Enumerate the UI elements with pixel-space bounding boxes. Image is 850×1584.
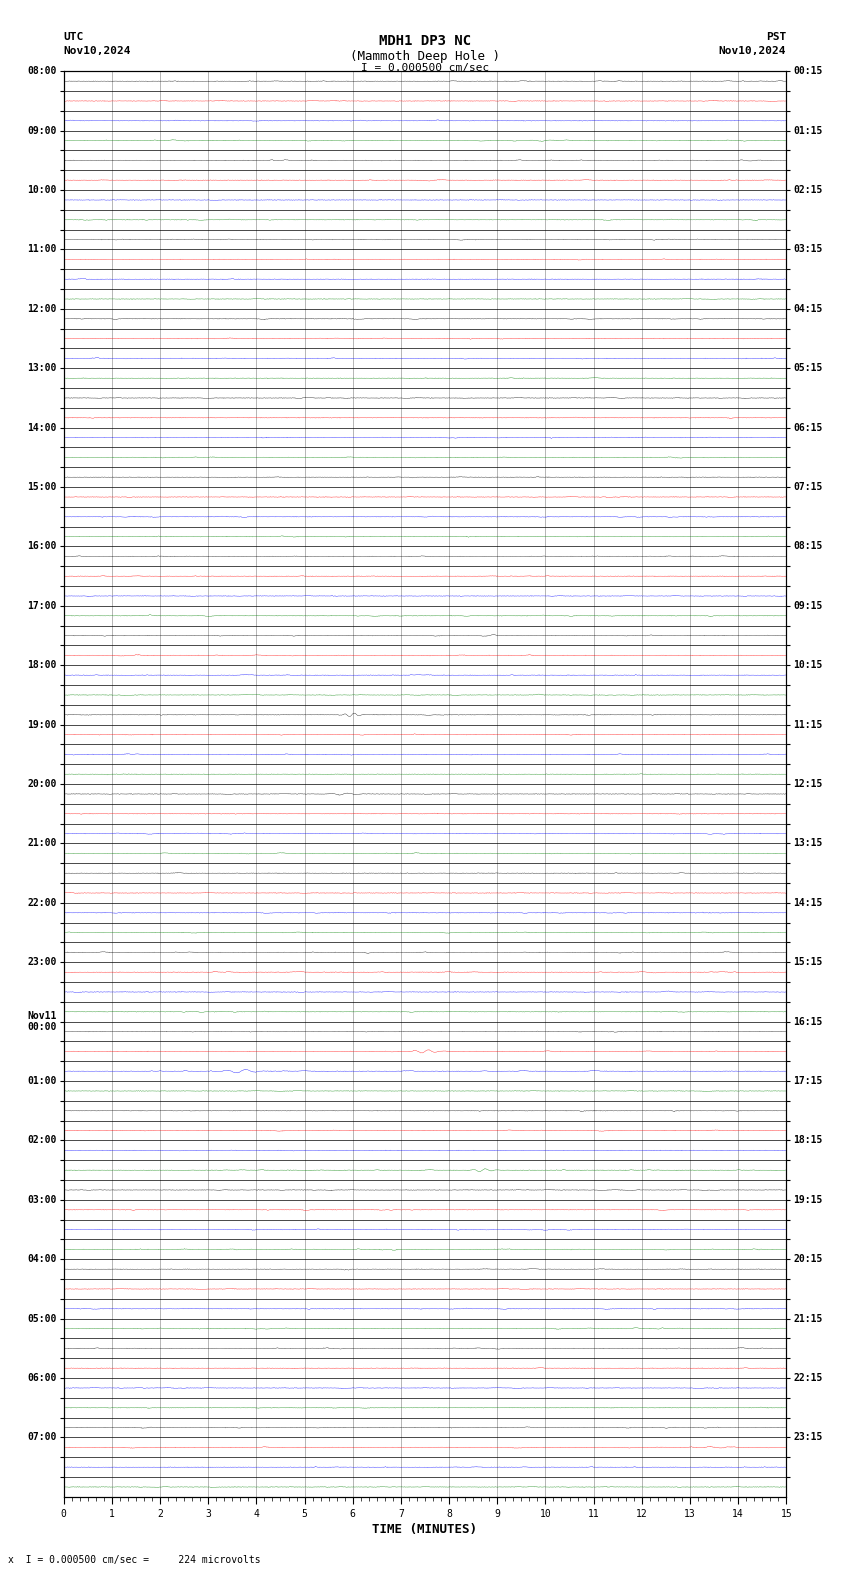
Text: I = 0.000500 cm/sec: I = 0.000500 cm/sec [361,63,489,73]
Text: PST: PST [766,32,786,41]
Text: Nov10,2024: Nov10,2024 [64,46,131,55]
Text: Nov10,2024: Nov10,2024 [719,46,786,55]
X-axis label: TIME (MINUTES): TIME (MINUTES) [372,1522,478,1536]
Text: UTC: UTC [64,32,84,41]
Text: MDH1 DP3 NC: MDH1 DP3 NC [379,33,471,48]
Text: x  I = 0.000500 cm/sec =     224 microvolts: x I = 0.000500 cm/sec = 224 microvolts [8,1555,261,1565]
Text: (Mammoth Deep Hole ): (Mammoth Deep Hole ) [350,49,500,63]
